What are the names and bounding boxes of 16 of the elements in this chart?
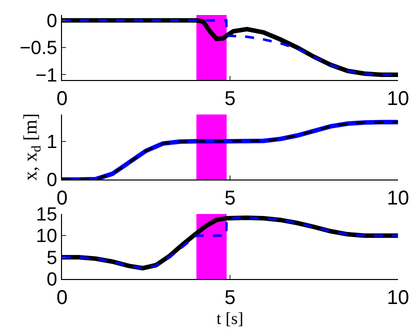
y-tick-label: 0 xyxy=(46,170,58,192)
y-tick-label: 0 xyxy=(46,270,58,291)
y-tick-label: 10 xyxy=(36,226,58,248)
y-tick-label: 15 xyxy=(36,204,58,226)
y-tick-label: 1 xyxy=(46,132,58,153)
x-tick-label: 10 xyxy=(386,188,410,210)
y-tick-label: −0.5 xyxy=(20,38,58,60)
x-tick-label: 10 xyxy=(386,88,410,110)
x-tick-label: 10 xyxy=(386,287,410,309)
y-tick-label: −1 xyxy=(36,65,58,86)
x-tick-label: 5 xyxy=(224,287,236,309)
y-tick-label: 0 xyxy=(46,11,58,32)
x-tick-label: 5 xyxy=(224,88,236,110)
y-tick-label: 5 xyxy=(46,248,58,269)
x-tick-label: 5 xyxy=(224,188,236,210)
x-axis-title: t [s] xyxy=(216,309,244,328)
